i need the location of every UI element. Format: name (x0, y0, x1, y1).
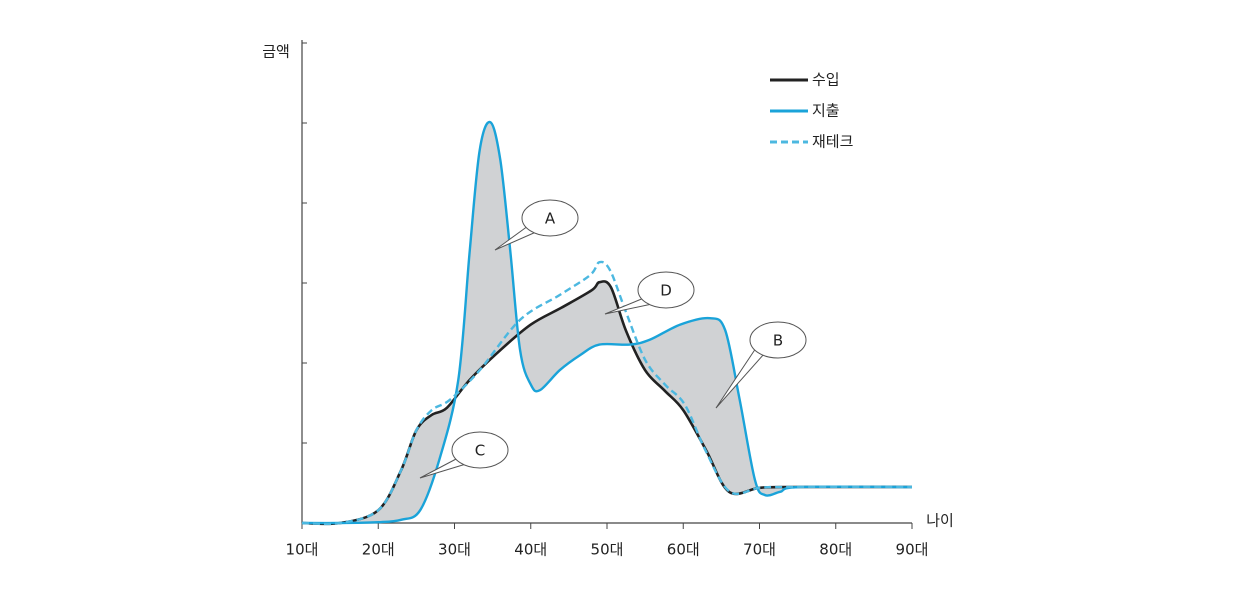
x-tick-label: 20대 (362, 541, 395, 559)
x-tick-label: 60대 (667, 541, 700, 559)
callout-pointer (419, 457, 467, 479)
callout-label: C (475, 442, 485, 460)
legend-label: 지출 (812, 102, 840, 120)
x-tick-label: 10대 (286, 541, 319, 559)
x-axis-label: 나이 (926, 512, 954, 530)
x-tick-label: 50대 (591, 541, 624, 559)
callout-label: D (660, 282, 672, 300)
series-line (301, 120, 913, 525)
callout-pointer (494, 225, 537, 251)
callout-label: B (773, 332, 783, 350)
x-tick-label: 80대 (819, 541, 852, 559)
callout-pointer (715, 347, 765, 409)
x-tick-label: 70대 (743, 541, 776, 559)
series-line (301, 260, 913, 526)
callout-bubble (637, 271, 695, 309)
legend-label: 재테크 (812, 133, 853, 151)
x-tick-label: 30대 (438, 541, 471, 559)
legend-label: 수입 (812, 71, 840, 89)
x-tick-label: 90대 (896, 541, 929, 559)
callout-pointer (604, 297, 653, 315)
callout-label: A (545, 210, 556, 228)
callout-bubble (749, 321, 807, 359)
callout-bubble (521, 199, 579, 237)
callout-bubble (451, 431, 509, 469)
gap-area (302, 122, 912, 524)
x-tick-label: 40대 (514, 541, 547, 559)
y-axis-label: 금액 (262, 43, 290, 61)
